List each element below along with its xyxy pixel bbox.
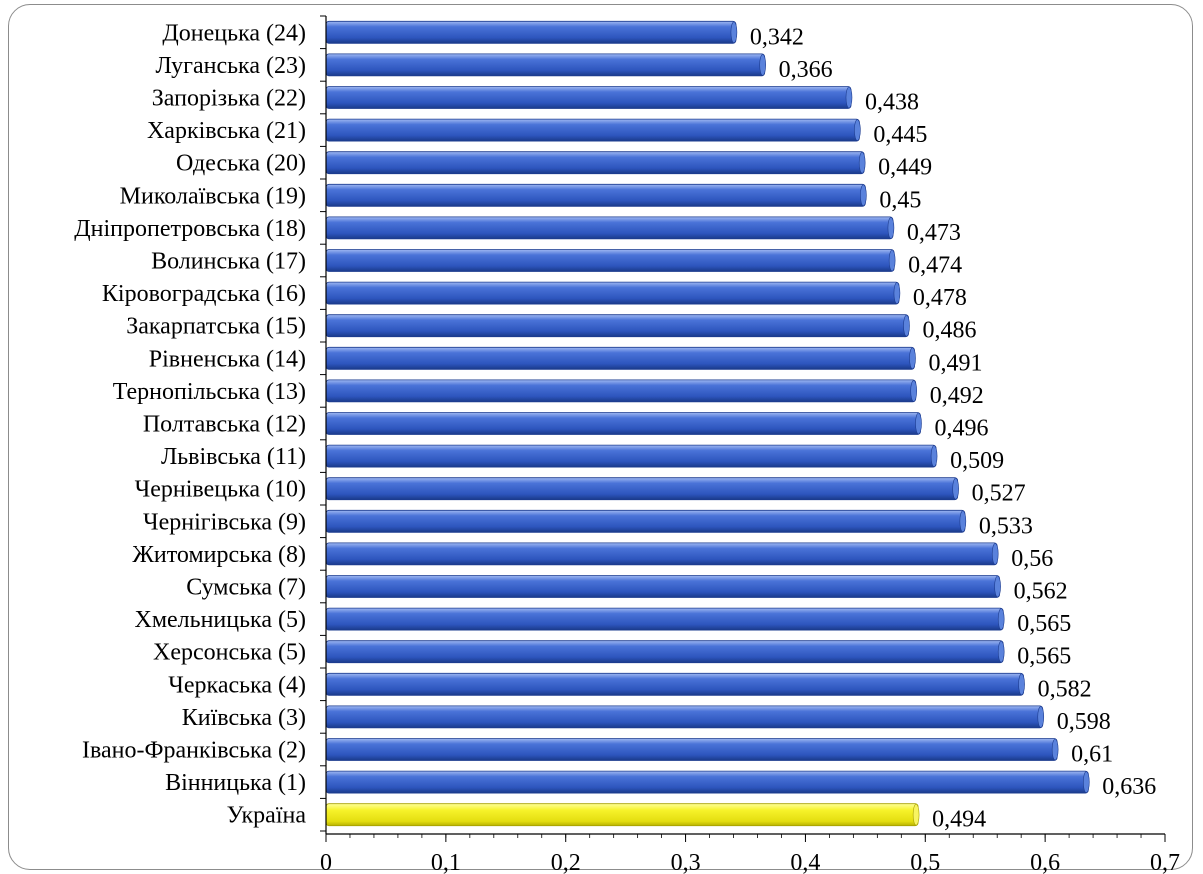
- bar: [325, 281, 901, 305]
- bar: [325, 53, 766, 77]
- bar: [325, 575, 1001, 598]
- x-tick-label: 0,7: [1150, 850, 1180, 874]
- category-label: Донецька (24): [162, 20, 306, 46]
- category-label: Хмельницька (5): [134, 607, 306, 633]
- bar: [325, 151, 866, 175]
- bars-layer: [325, 20, 1090, 827]
- bar: [325, 477, 959, 501]
- value-label: 0,486: [923, 318, 977, 344]
- value-label: 0,565: [1017, 611, 1071, 637]
- category-label: Полтавська (12): [143, 412, 306, 438]
- value-label: 0,565: [1017, 644, 1071, 670]
- value-label: 0,473: [907, 220, 961, 246]
- value-label: 0,598: [1057, 709, 1111, 735]
- bar: [325, 118, 861, 142]
- category-label: Тернопільська (13): [113, 379, 306, 405]
- category-label: Сумська (7): [186, 575, 306, 601]
- bar: [325, 738, 1059, 761]
- category-label: Луганська (23): [155, 53, 306, 79]
- x-tick-label: 0,5: [910, 850, 940, 874]
- category-label: Черкаська (4): [168, 672, 306, 698]
- category-label: Харківська (21): [147, 118, 306, 144]
- bar: [325, 444, 938, 468]
- value-label: 0,509: [950, 448, 1004, 474]
- category-label: Івано-Франківська (2): [82, 738, 306, 764]
- bar: [325, 509, 967, 533]
- value-label: 0,61: [1071, 742, 1113, 768]
- value-label: 0,342: [750, 24, 804, 50]
- bar: [325, 542, 999, 566]
- bar-ukraine: [325, 803, 920, 827]
- category-label: Житомирська (8): [132, 542, 306, 568]
- x-tick-label: 0,3: [671, 850, 701, 874]
- category-label: Кіровоградська (16): [102, 281, 306, 307]
- value-label: 0,494: [932, 807, 986, 833]
- bar: [325, 20, 738, 44]
- value-label: 0,45: [879, 187, 921, 213]
- category-label: Рівненська (14): [149, 346, 306, 372]
- value-label: 0,56: [1011, 546, 1053, 572]
- category-label: Дніпропетровська (18): [74, 216, 306, 242]
- bar: [325, 770, 1090, 794]
- bar: [325, 672, 1025, 696]
- bar: [325, 705, 1045, 729]
- category-label: Україна: [227, 803, 307, 829]
- bar: [325, 216, 895, 240]
- category-label: Миколаївська (19): [120, 183, 306, 209]
- value-labels: 0,342 0,366 0,438 0,445 0,449 0,45 0,473 0,474 0…: [750, 24, 1156, 832]
- value-label: 0,366: [779, 57, 833, 83]
- x-tick-label: 0,6: [1030, 850, 1060, 874]
- x-axis: 0 0,1 0,2 0,3 0,4 0,5 0,6 0,7: [320, 15, 1180, 874]
- bar: [325, 379, 917, 403]
- category-label: Чернігівська (9): [143, 509, 306, 535]
- bar: [325, 412, 922, 435]
- value-label: 0,445: [873, 122, 927, 148]
- value-label: 0,636: [1102, 774, 1156, 800]
- category-label: Одеська (20): [176, 151, 306, 177]
- category-label: Волинська (17): [151, 249, 306, 275]
- value-label: 0,449: [878, 155, 932, 181]
- category-label: Вінницька (1): [165, 770, 306, 796]
- category-label: Херсонська (5): [153, 640, 306, 666]
- value-label: 0,582: [1038, 676, 1092, 702]
- x-tick-label: 0: [320, 850, 332, 874]
- category-label: Чернівецька (10): [135, 477, 306, 503]
- category-label: Львівська (11): [161, 444, 306, 470]
- category-label: Закарпатська (15): [126, 314, 306, 340]
- value-label: 0,491: [928, 350, 982, 376]
- value-label: 0,527: [972, 481, 1026, 507]
- x-tick-label: 0,4: [790, 850, 820, 874]
- bar: [325, 86, 853, 109]
- value-label: 0,562: [1014, 579, 1068, 605]
- category-label: Запорізька (22): [152, 86, 306, 112]
- bar: [325, 249, 896, 272]
- bar: [325, 314, 910, 338]
- bar: [325, 346, 916, 370]
- value-label: 0,496: [934, 416, 988, 442]
- chart-frame: [8, 4, 1193, 870]
- value-label: 0,474: [908, 253, 962, 279]
- bar: [325, 607, 1005, 631]
- x-tick-label: 0,1: [431, 850, 461, 874]
- value-label: 0,438: [865, 90, 919, 116]
- bar: [325, 640, 1005, 664]
- bar: [325, 183, 867, 207]
- category-label: Київська (3): [182, 705, 306, 731]
- value-label: 0,492: [930, 383, 984, 409]
- value-label: 0,478: [913, 285, 967, 311]
- value-label: 0,533: [979, 513, 1033, 539]
- category-labels: Донецька (24) Луганська (23) Запорізька (2…: [74, 20, 306, 828]
- x-tick-label: 0,2: [551, 850, 581, 874]
